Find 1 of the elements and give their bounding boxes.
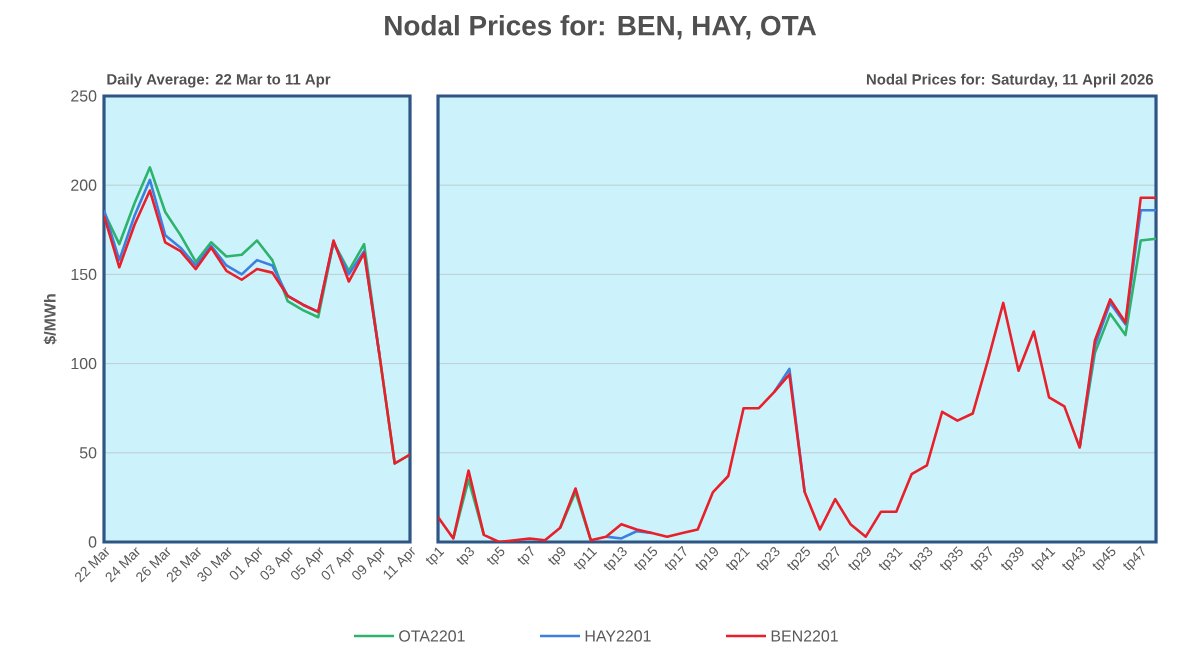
chart-title: Nodal Prices for: BEN, HAY, OTA [385,15,817,40]
